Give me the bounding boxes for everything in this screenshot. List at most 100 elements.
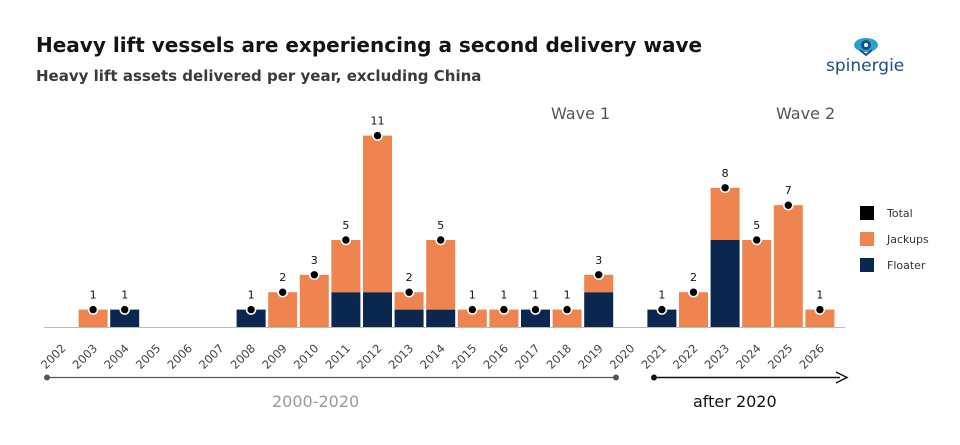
total-marker-2014 — [435, 234, 447, 246]
bar-jackups-2013 — [394, 292, 424, 310]
total-marker-2023 — [719, 182, 731, 194]
total-label-2025: 7 — [785, 184, 792, 197]
bar-floater-2008 — [236, 309, 266, 327]
total-label-2010: 3 — [311, 254, 318, 267]
legend-label-total: Total — [887, 206, 913, 220]
total-marker-2018 — [561, 304, 573, 315]
x-tick-label-2017: 2017 — [512, 341, 543, 372]
bar-floater-2004 — [110, 309, 140, 327]
total-marker-2012 — [372, 130, 383, 141]
bar-jackups-2019 — [584, 274, 614, 293]
total-marker-2022 — [688, 286, 699, 298]
total-marker-2017 — [530, 304, 541, 315]
spinergie-logo-icon — [854, 38, 878, 57]
x-tick-label-2002: 2002 — [38, 341, 69, 372]
total-label-2017: 1 — [532, 289, 539, 302]
legend: Total Jackups Floater — [860, 200, 929, 278]
x-tick-label-2025: 2025 — [765, 341, 796, 372]
total-marker-2004 — [119, 304, 130, 315]
x-tick-label-2009: 2009 — [259, 341, 290, 372]
total-label-2009: 2 — [279, 271, 286, 284]
x-tick-label-2016: 2016 — [480, 341, 511, 372]
bar-jackups-2009 — [268, 292, 298, 327]
x-tick-label-2024: 2024 — [733, 341, 764, 372]
range1-start-dot — [44, 374, 50, 381]
total-label-2024: 5 — [753, 219, 760, 232]
bar-jackups-2011 — [331, 240, 361, 293]
bar-jackups-2023 — [710, 187, 740, 240]
total-marker-2024 — [751, 234, 763, 246]
period-range1-label: 2000-2020 — [272, 392, 360, 411]
total-marker-2010 — [308, 269, 320, 281]
total-label-2008: 1 — [248, 289, 255, 302]
bar-floater-2014 — [426, 309, 456, 327]
total-marker-2025 — [782, 199, 794, 211]
total-label-2015: 1 — [469, 289, 476, 302]
total-label-2012: 11 — [371, 115, 385, 128]
x-tick-label-2008: 2008 — [228, 341, 259, 372]
total-label-2003: 1 — [90, 289, 97, 302]
x-tick-label-2005: 2005 — [133, 341, 164, 372]
brand-name: spinergie — [826, 56, 905, 76]
bar-floater-2017 — [521, 309, 550, 327]
total-marker-2016 — [498, 304, 510, 315]
chart-title: Heavy lift vessels are experiencing a se… — [36, 33, 703, 57]
wave2-label: Wave 2 — [776, 104, 836, 123]
total-label-2022: 2 — [690, 271, 697, 284]
bar-floater-2011 — [331, 292, 361, 327]
range2-arrow-head — [835, 371, 849, 384]
bar-jackups-2014 — [426, 240, 456, 310]
range1-end-dot — [613, 374, 619, 381]
chart-subtitle: Heavy lift assets delivered per year, ex… — [36, 67, 482, 85]
x-tick-label-2018: 2018 — [544, 341, 575, 372]
x-tick-label-2026: 2026 — [796, 341, 827, 372]
x-tick-label-2007: 2007 — [196, 341, 227, 372]
total-marker-2008 — [245, 304, 257, 315]
total-label-2019: 3 — [595, 254, 602, 267]
total-marker-2013 — [403, 286, 415, 298]
total-label-2016: 1 — [500, 289, 507, 302]
total-label-2023: 8 — [722, 167, 729, 180]
total-marker-2019 — [593, 269, 605, 281]
bar-jackups-2026 — [805, 309, 835, 327]
total-label-2018: 1 — [564, 289, 571, 302]
wave1-label: Wave 1 — [551, 104, 611, 123]
legend-item-jackups: Jackups — [860, 226, 929, 252]
range2-start-dot — [651, 374, 657, 381]
total-marker-2026 — [814, 304, 826, 315]
x-tick-label-2019: 2019 — [575, 341, 606, 372]
total-label-2021: 1 — [658, 289, 665, 302]
bar-jackups-2022 — [679, 292, 708, 327]
bar-jackups-2018 — [552, 309, 582, 327]
x-tick-label-2010: 2010 — [291, 341, 322, 372]
legend-label-floater: Floater — [887, 258, 926, 272]
bar-jackups-2012 — [363, 135, 392, 293]
legend-swatch-total — [860, 206, 874, 220]
bar-jackups-2010 — [299, 274, 329, 327]
legend-swatch-floater — [860, 258, 874, 272]
legend-item-floater: Floater — [860, 252, 929, 278]
total-marker-2003 — [87, 304, 99, 315]
total-label-2011: 5 — [342, 219, 349, 232]
bar-floater-2013 — [394, 309, 424, 327]
x-tick-label-2003: 2003 — [70, 341, 101, 372]
legend-label-jackups: Jackups — [887, 232, 929, 246]
bar-floater-2012 — [363, 292, 392, 327]
bar-floater-2021 — [647, 309, 677, 327]
period-range2-label: after 2020 — [693, 392, 777, 411]
x-tick-label-2015: 2015 — [449, 341, 480, 372]
total-label-2004: 1 — [121, 289, 128, 302]
x-tick-label-2022: 2022 — [670, 341, 701, 372]
bar-jackups-2024 — [742, 240, 772, 327]
bar-jackups-2003 — [78, 309, 108, 327]
total-marker-2009 — [277, 286, 289, 298]
total-marker-2015 — [466, 304, 478, 315]
x-tick-label-2020: 2020 — [607, 341, 638, 372]
total-marker-2021 — [656, 304, 668, 315]
x-tick-label-2012: 2012 — [354, 341, 385, 372]
x-tick-label-2004: 2004 — [101, 341, 132, 372]
bar-jackups-2015 — [457, 309, 487, 327]
legend-item-total: Total — [860, 200, 929, 226]
x-tick-label-2013: 2013 — [386, 341, 417, 372]
